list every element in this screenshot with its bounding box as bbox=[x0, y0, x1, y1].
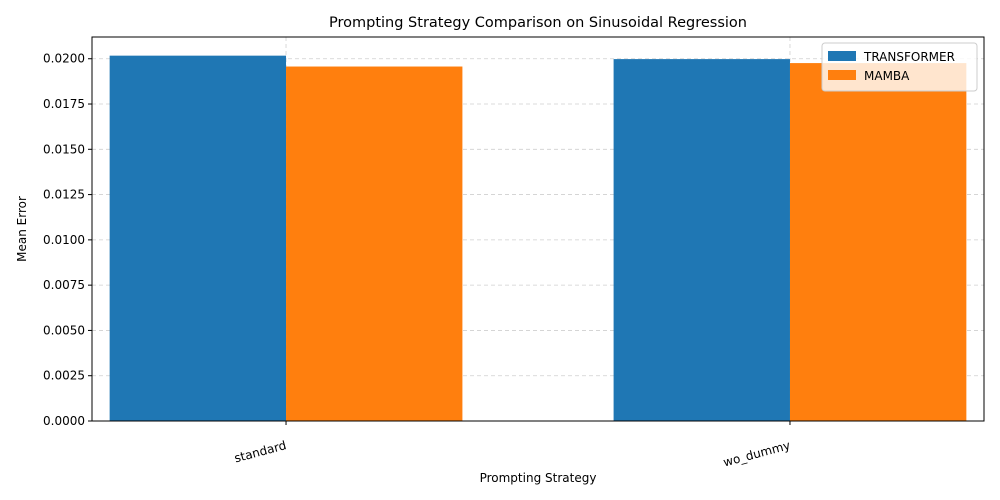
y-tick-label: 0.0200 bbox=[43, 52, 85, 66]
y-tick-label: 0.0000 bbox=[43, 414, 85, 428]
legend-box bbox=[821, 42, 978, 92]
legend-swatch bbox=[828, 51, 856, 61]
chart-title: Prompting Strategy Comparison on Sinusoi… bbox=[329, 15, 747, 31]
x-tick-label: wo_dummy bbox=[722, 438, 792, 469]
y-tick-label: 0.0025 bbox=[43, 369, 85, 383]
y-tick-label: 0.0050 bbox=[43, 323, 85, 337]
legend-label: TRANSFORMER bbox=[863, 50, 955, 64]
bar-mamba-standard bbox=[286, 66, 463, 421]
bar-transformer-standard bbox=[109, 55, 287, 421]
legend: TRANSFORMER MAMBA bbox=[821, 42, 978, 92]
bar-transformer-wo_dummy bbox=[613, 59, 790, 421]
plot-frame bbox=[91, 36, 985, 422]
y-tick-label: 0.0100 bbox=[43, 233, 85, 247]
x-tick-label: standard bbox=[233, 438, 288, 465]
legend-label: MAMBA bbox=[864, 69, 910, 83]
bar-mamba-wo_dummy bbox=[789, 63, 967, 422]
y-tick-label: 0.0150 bbox=[43, 142, 85, 156]
x-axis-title: Prompting Strategy bbox=[480, 471, 597, 485]
y-axis-title: Mean Error bbox=[15, 196, 29, 262]
bars bbox=[109, 55, 967, 422]
y-tick-label: 0.0175 bbox=[43, 97, 85, 111]
y-tick-label: 0.0075 bbox=[43, 278, 85, 292]
legend-swatch bbox=[828, 70, 856, 80]
y-tick-label: 0.0125 bbox=[43, 188, 85, 202]
